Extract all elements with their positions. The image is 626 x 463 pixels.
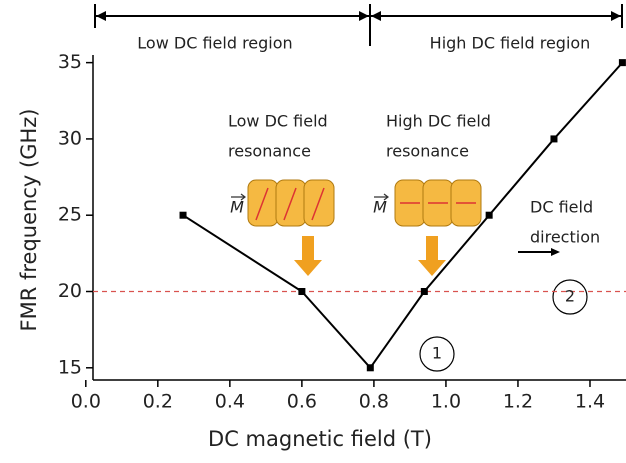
- x-tick-label: 0.6: [287, 391, 317, 413]
- annotation: Low DC field: [228, 112, 328, 131]
- direction-arrow: [518, 248, 560, 256]
- x-tick-label: 0.0: [71, 391, 101, 413]
- y-tick-label: 15: [58, 356, 82, 378]
- chart: DC magnetic field (T) FMR frequency (GHz…: [0, 0, 626, 463]
- x-tick-label: 1.2: [503, 391, 533, 413]
- point: [619, 59, 626, 66]
- annotation: direction: [530, 228, 600, 247]
- annotation: High DC field region: [430, 34, 591, 53]
- point: [180, 212, 187, 219]
- annotation: 2: [565, 287, 575, 306]
- point: [421, 288, 428, 295]
- x-tick-label: 0.2: [143, 391, 173, 413]
- x-axis-label: DC magnetic field (T): [208, 427, 432, 451]
- annotation: M: [230, 198, 244, 217]
- y-tick-label: 20: [58, 280, 82, 302]
- y-axis-label: FMR frequency (GHz): [17, 109, 41, 332]
- annotation: 1: [432, 344, 442, 363]
- annotation: Low DC field region: [137, 34, 292, 53]
- x-tick-label: 0.8: [359, 391, 389, 413]
- spin-icon-low: [248, 180, 334, 226]
- point: [550, 135, 557, 142]
- point: [367, 364, 374, 371]
- y-tick-label: 25: [58, 204, 82, 226]
- x-tick-label: 1.0: [431, 391, 461, 413]
- annotation: High DC field: [386, 112, 491, 131]
- annotation: resonance: [386, 142, 469, 161]
- y-tick-label: 30: [58, 127, 82, 149]
- point: [298, 288, 305, 295]
- x-tick-label: 0.4: [215, 391, 245, 413]
- number-circles: [420, 280, 587, 371]
- annotation: resonance: [228, 142, 311, 161]
- annotation: M: [373, 198, 387, 217]
- y-tick-label: 35: [58, 51, 82, 73]
- orange-arrows: [294, 236, 446, 276]
- point: [486, 212, 493, 219]
- spin-icon-high: [395, 180, 481, 226]
- x-tick-label: 1.4: [575, 391, 605, 413]
- annotation: DC field: [530, 198, 593, 217]
